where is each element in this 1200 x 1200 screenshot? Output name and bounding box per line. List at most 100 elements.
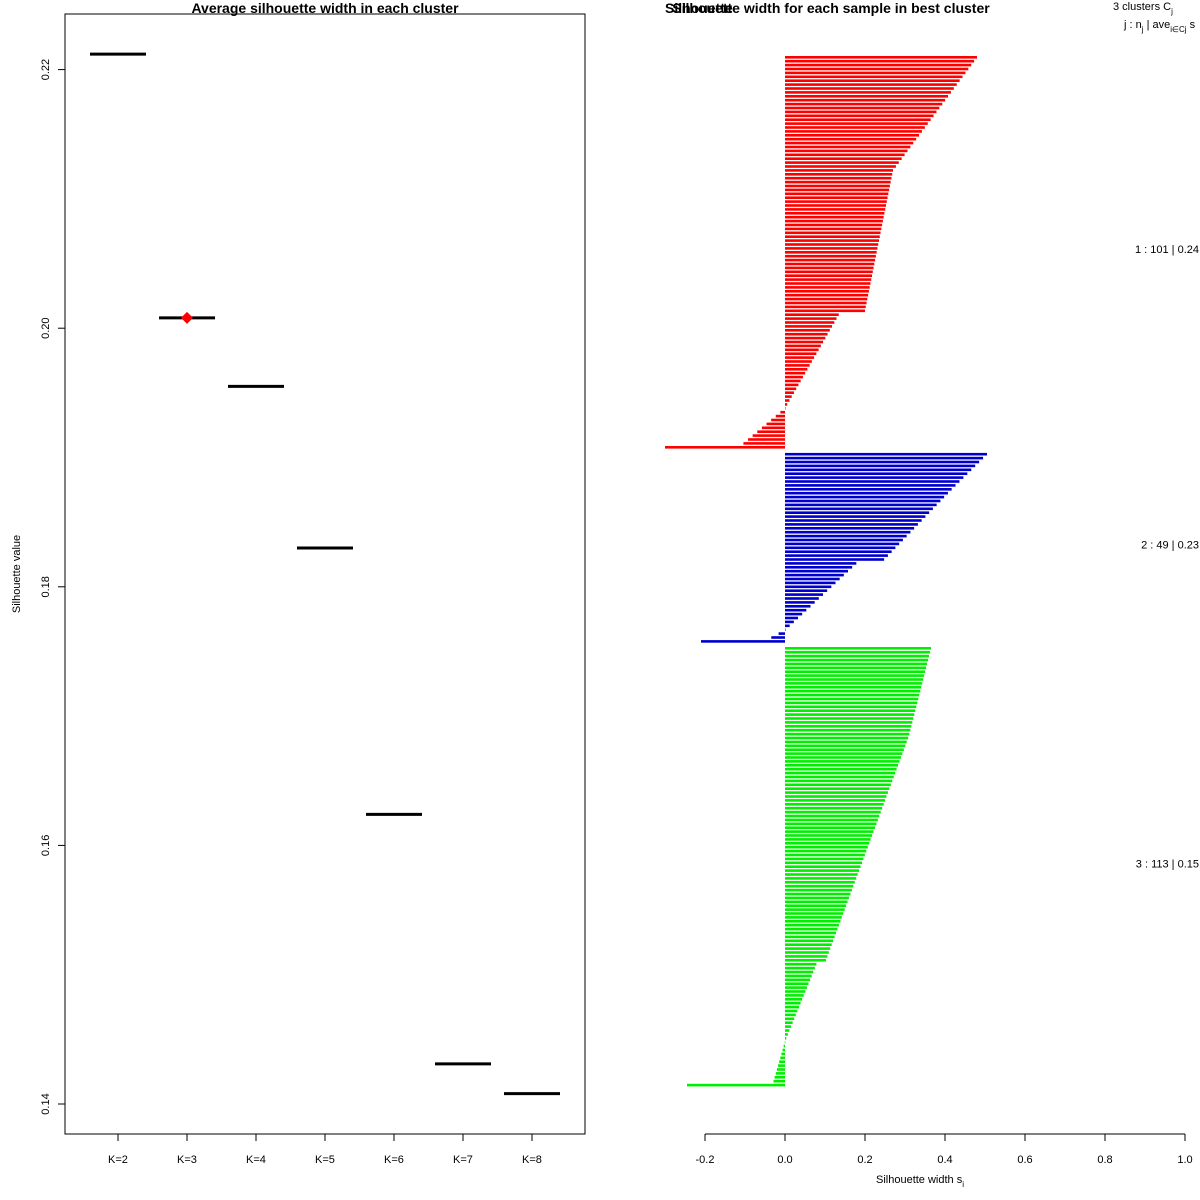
silhouette-bar	[785, 740, 907, 744]
header-line-2-sub2: i∈Cj	[1170, 25, 1187, 34]
silhouette-bar	[785, 771, 896, 775]
silhouette-bar	[785, 235, 880, 238]
silhouette-bar	[785, 251, 877, 254]
silhouette-bar	[785, 231, 881, 235]
left-y-tick-label: 0.16	[40, 835, 52, 856]
silhouette-bar	[785, 215, 884, 219]
silhouette-bar	[785, 169, 893, 172]
silhouette-bar	[785, 1025, 792, 1028]
silhouette-bar	[785, 962, 817, 966]
silhouette-bar	[785, 818, 878, 822]
silhouette-bar	[785, 243, 879, 246]
silhouette-bar	[785, 468, 972, 472]
silhouette-bar	[785, 756, 901, 759]
silhouette-bar	[785, 884, 854, 888]
right-header: 3 clusters Cj j : nj | avei∈Cj s	[1113, 1, 1196, 34]
silhouette-bar	[785, 262, 875, 266]
silhouette-bar	[785, 853, 865, 857]
header-line-2-text: j : n	[1123, 19, 1142, 31]
silhouette-bar	[785, 530, 911, 534]
left-plot-frame	[64, 13, 586, 1135]
left-marks	[90, 52, 560, 1096]
silhouette-bar	[785, 842, 870, 845]
silhouette-bar	[785, 810, 881, 814]
cluster-label: 3 : 113 | 0.15	[1136, 858, 1199, 870]
best-cluster-marker	[181, 311, 193, 324]
left-y-tick-label: 0.20	[40, 317, 52, 338]
silhouette-bar	[665, 446, 785, 449]
silhouette-bar	[785, 290, 869, 293]
silhouette-bar	[785, 959, 826, 962]
silhouette-bar	[785, 71, 966, 75]
silhouette-bar	[785, 176, 892, 180]
silhouette-bar	[775, 1072, 785, 1075]
left-x-tick-label: K=6	[384, 1154, 404, 1166]
right-chart-title: Silhouette width for each sample in best…	[672, 0, 990, 16]
silhouette-bar	[785, 927, 838, 931]
silhouette-bar	[785, 368, 808, 371]
silhouette-bar	[785, 951, 829, 954]
silhouette-bar	[771, 418, 785, 422]
silhouette-bar	[785, 923, 839, 927]
silhouette-bar	[785, 173, 893, 176]
silhouette-bar	[785, 873, 858, 876]
header-line-1-sub: j	[1170, 7, 1173, 16]
silhouette-bar	[785, 102, 943, 106]
silhouette-bar	[785, 666, 927, 670]
silhouette-bar	[785, 693, 920, 697]
silhouette-bar	[785, 542, 900, 546]
silhouette-bar	[785, 200, 887, 203]
right-x-tick-label: 0.0	[777, 1154, 792, 1166]
left-y-axis: 0.14 0.16 0.18 0.20 0.22	[40, 59, 65, 1115]
silhouette-bar	[785, 266, 874, 270]
silhouette-bar	[783, 1044, 785, 1048]
left-x-tick-label: K=4	[246, 1154, 266, 1166]
right-x-tick-label: -0.2	[696, 1154, 715, 1166]
silhouette-bar	[785, 321, 835, 324]
silhouette-bar	[785, 803, 884, 806]
silhouette-bar	[785, 488, 952, 491]
silhouette-bar	[785, 966, 815, 970]
silhouette-bar	[785, 554, 888, 557]
right-x-tick-label: 0.8	[1097, 1154, 1112, 1166]
right-x-axis-label: Silhouette width si	[876, 1174, 964, 1189]
silhouette-bar	[785, 301, 867, 305]
silhouette-bar	[785, 686, 922, 689]
silhouette-bar	[774, 1076, 785, 1079]
silhouette-bar	[785, 732, 910, 736]
silhouette-bar	[785, 503, 937, 507]
silhouette-bar	[785, 484, 956, 487]
silhouette-bar	[785, 476, 964, 479]
silhouette-bar	[785, 670, 926, 673]
left-y-tick-label: 0.22	[40, 59, 52, 80]
silhouette-bar	[785, 647, 931, 650]
silhouette-bar	[785, 122, 928, 125]
silhouette-bar	[785, 223, 883, 227]
silhouette-bar	[785, 650, 931, 654]
silhouette-bar	[785, 383, 799, 387]
silhouette-bar	[785, 75, 963, 79]
silhouette-bar	[785, 499, 941, 503]
silhouette-bar	[779, 1060, 785, 1063]
silhouette-bar	[785, 701, 918, 705]
silhouette-bar	[785, 538, 903, 542]
silhouette-bar	[785, 838, 871, 841]
right-x-axis: -0.2 0.0 0.2 0.4 0.6 0.8 1.0	[696, 1133, 1193, 1166]
silhouette-bar	[785, 317, 837, 320]
silhouette-bar	[785, 239, 879, 242]
silhouette-bar	[785, 900, 848, 904]
silhouette-bar	[785, 460, 980, 464]
left-panel: Average silhouette width in each cluster…	[11, 0, 586, 1166]
silhouette-bar	[785, 472, 968, 475]
cluster-label: 1 : 101 | 0.24	[1135, 244, 1199, 256]
silhouette-bar	[785, 849, 867, 853]
silhouette-bar	[785, 744, 906, 748]
silhouette-bar	[785, 297, 868, 301]
silhouette-bar	[785, 356, 815, 359]
silhouette-bar	[785, 717, 914, 720]
silhouette-bar	[785, 293, 869, 297]
silhouette-bar	[785, 204, 886, 207]
silhouette-bar	[785, 814, 880, 818]
silhouette-bar	[785, 407, 786, 410]
